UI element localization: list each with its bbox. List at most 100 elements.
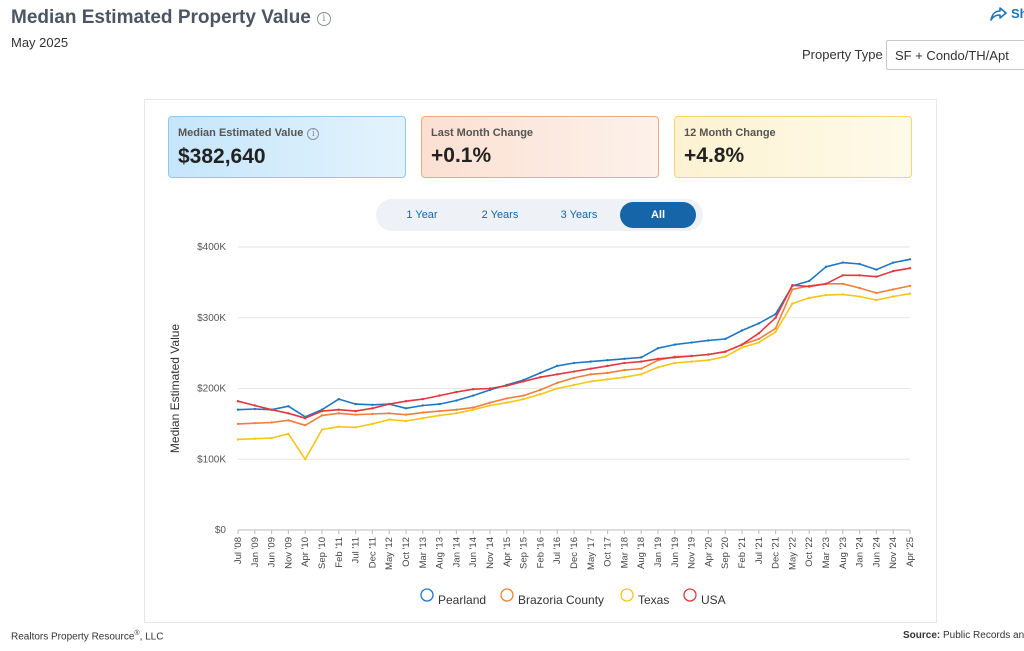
data-point[interactable] xyxy=(724,337,727,341)
data-point[interactable] xyxy=(287,404,290,408)
data-point[interactable] xyxy=(556,381,559,385)
data-point[interactable] xyxy=(320,414,324,417)
data-point[interactable] xyxy=(472,394,475,397)
data-point[interactable] xyxy=(656,357,660,360)
data-point[interactable] xyxy=(556,373,559,376)
data-point[interactable] xyxy=(606,378,609,381)
data-point[interactable] xyxy=(505,397,508,400)
data-point[interactable] xyxy=(791,284,794,287)
data-point[interactable] xyxy=(875,268,878,271)
data-point[interactable] xyxy=(774,316,777,319)
data-point[interactable] xyxy=(236,408,240,411)
data-point[interactable] xyxy=(858,286,861,290)
data-point[interactable] xyxy=(455,408,458,411)
data-point[interactable] xyxy=(808,296,811,300)
data-point[interactable] xyxy=(253,437,256,440)
data-point[interactable] xyxy=(438,394,441,397)
data-point[interactable] xyxy=(337,408,340,411)
data-point[interactable] xyxy=(472,388,475,391)
data-point[interactable] xyxy=(421,417,424,420)
data-point[interactable] xyxy=(522,397,525,401)
data-point[interactable] xyxy=(572,376,576,380)
data-point[interactable] xyxy=(304,417,307,420)
data-point[interactable] xyxy=(236,400,240,403)
data-point[interactable] xyxy=(875,291,878,295)
data-point[interactable] xyxy=(841,282,844,285)
data-point[interactable] xyxy=(505,401,508,404)
data-point[interactable] xyxy=(841,293,844,296)
data-point[interactable] xyxy=(438,409,441,413)
data-point[interactable] xyxy=(320,428,324,431)
data-point[interactable] xyxy=(388,412,391,415)
data-point[interactable] xyxy=(572,361,576,365)
data-point[interactable] xyxy=(304,458,307,461)
data-point[interactable] xyxy=(472,406,475,409)
data-point[interactable] xyxy=(791,288,794,291)
data-point[interactable] xyxy=(673,356,676,359)
data-point[interactable] xyxy=(690,354,693,358)
data-point[interactable] xyxy=(539,371,542,375)
data-point[interactable] xyxy=(623,368,626,372)
data-point[interactable] xyxy=(757,332,760,335)
data-point[interactable] xyxy=(623,375,626,379)
data-point[interactable] xyxy=(488,387,492,390)
data-point[interactable] xyxy=(589,360,592,363)
data-point[interactable] xyxy=(757,341,760,344)
data-point[interactable] xyxy=(354,402,357,406)
data-point[interactable] xyxy=(640,367,643,370)
data-point[interactable] xyxy=(320,409,324,413)
data-point[interactable] xyxy=(740,346,744,349)
data-point[interactable] xyxy=(791,302,794,305)
data-point[interactable] xyxy=(270,408,273,411)
data-point[interactable] xyxy=(438,414,441,417)
series-line-brazoria-county[interactable] xyxy=(237,283,911,427)
data-point[interactable] xyxy=(287,432,290,435)
data-point[interactable] xyxy=(556,364,559,368)
data-point[interactable] xyxy=(589,380,592,383)
data-point[interactable] xyxy=(623,361,626,365)
data-point[interactable] xyxy=(707,339,710,342)
data-point[interactable] xyxy=(438,402,441,406)
data-point[interactable] xyxy=(404,407,408,410)
data-point[interactable] xyxy=(404,400,408,403)
data-point[interactable] xyxy=(892,269,895,273)
data-point[interactable] xyxy=(371,403,374,406)
data-point[interactable] xyxy=(287,412,290,415)
data-point[interactable] xyxy=(606,359,609,362)
legend-item-pearland[interactable]: Pearland xyxy=(420,588,486,607)
data-point[interactable] xyxy=(875,275,878,278)
legend-item-texas[interactable]: Texas xyxy=(620,588,669,607)
data-point[interactable] xyxy=(539,392,542,396)
data-point[interactable] xyxy=(488,404,492,407)
range-2-years-button[interactable]: 2 Years xyxy=(481,209,519,221)
data-point[interactable] xyxy=(371,407,374,410)
data-point[interactable] xyxy=(371,412,374,416)
data-point[interactable] xyxy=(253,404,256,407)
series-line-usa[interactable] xyxy=(237,267,911,419)
series-line-pearland[interactable] xyxy=(237,258,911,418)
data-point[interactable] xyxy=(824,265,828,269)
data-point[interactable] xyxy=(774,330,777,334)
data-point[interactable] xyxy=(908,267,912,270)
data-point[interactable] xyxy=(690,360,693,363)
data-point[interactable] xyxy=(388,402,391,406)
data-point[interactable] xyxy=(757,322,760,325)
range-3-years-button[interactable]: 3 Years xyxy=(560,209,598,221)
data-point[interactable] xyxy=(740,343,744,346)
data-point[interactable] xyxy=(455,412,458,415)
data-point[interactable] xyxy=(858,262,861,266)
data-point[interactable] xyxy=(640,373,643,376)
data-point[interactable] xyxy=(455,399,458,402)
data-point[interactable] xyxy=(505,384,508,387)
data-point[interactable] xyxy=(572,383,576,387)
legend-item-brazoria-county[interactable]: Brazoria County xyxy=(500,588,604,607)
data-point[interactable] xyxy=(522,380,525,383)
data-point[interactable] xyxy=(740,329,744,332)
data-point[interactable] xyxy=(640,360,643,363)
data-point[interactable] xyxy=(808,285,811,288)
series-line-texas[interactable] xyxy=(237,292,911,461)
data-point[interactable] xyxy=(354,409,357,413)
data-point[interactable] xyxy=(253,407,256,411)
data-point[interactable] xyxy=(472,408,475,411)
data-point[interactable] xyxy=(908,292,912,295)
